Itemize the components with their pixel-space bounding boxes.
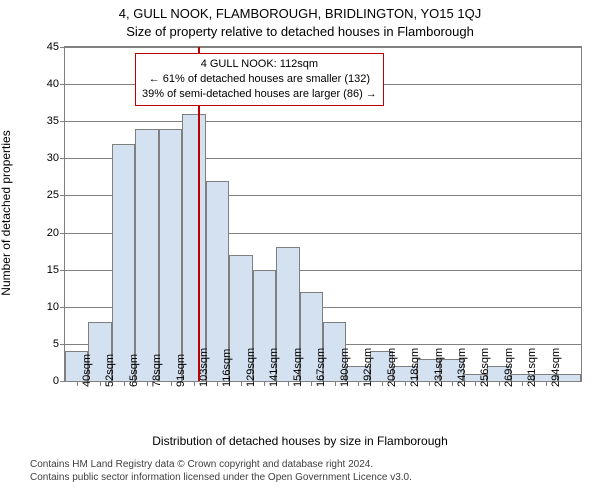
x-tick-label: 281sqm (526, 348, 538, 387)
annotation-line: ← 61% of detached houses are smaller (13… (142, 72, 377, 87)
histogram-bar (182, 114, 205, 381)
x-tick (405, 381, 406, 386)
x-tick-label: 129sqm (245, 348, 257, 387)
x-tick-label: 52sqm (104, 354, 116, 387)
x-tick (241, 381, 242, 386)
annotation-line: 39% of semi-detached houses are larger (… (142, 87, 377, 102)
histogram-bar (112, 144, 135, 382)
y-tick-label: 25 (47, 189, 65, 201)
histogram-bar (135, 129, 158, 381)
plot-area: 05101520253035404540sqm52sqm65sqm78sqm91… (64, 46, 582, 382)
x-tick (217, 381, 218, 386)
x-tick (546, 381, 547, 386)
x-tick (264, 381, 265, 386)
footer-line1: Contains HM Land Registry data © Crown c… (30, 458, 412, 471)
x-tick (499, 381, 500, 386)
x-tick-label: 205sqm (386, 348, 398, 387)
x-tick (335, 381, 336, 386)
x-tick (124, 381, 125, 386)
x-axis-label: Distribution of detached houses by size … (0, 434, 600, 448)
x-tick-label: 256sqm (479, 348, 491, 387)
x-tick (429, 381, 430, 386)
y-axis-label: Number of detached properties (0, 130, 13, 295)
histogram-bar (159, 129, 182, 381)
x-tick (382, 381, 383, 386)
x-tick (100, 381, 101, 386)
x-tick-label: 294sqm (550, 348, 562, 387)
x-tick (311, 381, 312, 386)
y-tick-label: 0 (53, 375, 65, 387)
y-tick-label: 15 (47, 264, 65, 276)
x-tick (147, 381, 148, 386)
x-tick-label: 65sqm (128, 354, 140, 387)
chart-subtitle: Size of property relative to detached ho… (0, 24, 600, 39)
y-tick-label: 30 (47, 152, 65, 164)
x-tick (452, 381, 453, 386)
x-tick-label: 269sqm (503, 348, 515, 387)
chart-title-address: 4, GULL NOOK, FLAMBOROUGH, BRIDLINGTON, … (0, 6, 600, 21)
y-tick-label: 40 (47, 78, 65, 90)
x-tick-label: 91sqm (175, 354, 187, 387)
x-tick-label: 218sqm (409, 348, 421, 387)
gridline (65, 121, 581, 122)
chart-container: 4, GULL NOOK, FLAMBOROUGH, BRIDLINGTON, … (0, 0, 600, 500)
x-tick (194, 381, 195, 386)
x-tick-label: 167sqm (315, 348, 327, 387)
x-tick-label: 192sqm (362, 348, 374, 387)
x-tick (288, 381, 289, 386)
x-tick-label: 116sqm (221, 349, 233, 387)
y-tick-label: 45 (47, 41, 65, 53)
x-tick (171, 381, 172, 386)
x-tick-label: 154sqm (292, 348, 304, 387)
gridline (65, 47, 581, 48)
footer-line2: Contains public sector information licen… (30, 471, 412, 484)
x-tick-label: 180sqm (339, 348, 351, 387)
footer-attribution: Contains HM Land Registry data © Crown c… (30, 458, 412, 484)
x-tick-label: 40sqm (81, 354, 93, 387)
x-tick (522, 381, 523, 386)
x-tick-label: 78sqm (151, 354, 163, 387)
annotation-line: 4 GULL NOOK: 112sqm (142, 57, 377, 72)
y-tick-label: 10 (47, 301, 65, 313)
x-tick-label: 141sqm (268, 348, 280, 387)
x-tick (358, 381, 359, 386)
x-tick-label: 231sqm (433, 348, 445, 387)
y-tick-label: 35 (47, 115, 65, 127)
y-tick-label: 5 (53, 338, 65, 350)
annotation-box: 4 GULL NOOK: 112sqm← 61% of detached hou… (135, 53, 384, 106)
x-tick (475, 381, 476, 386)
y-tick-label: 20 (47, 227, 65, 239)
x-tick (77, 381, 78, 386)
x-tick-label: 243sqm (456, 348, 468, 387)
